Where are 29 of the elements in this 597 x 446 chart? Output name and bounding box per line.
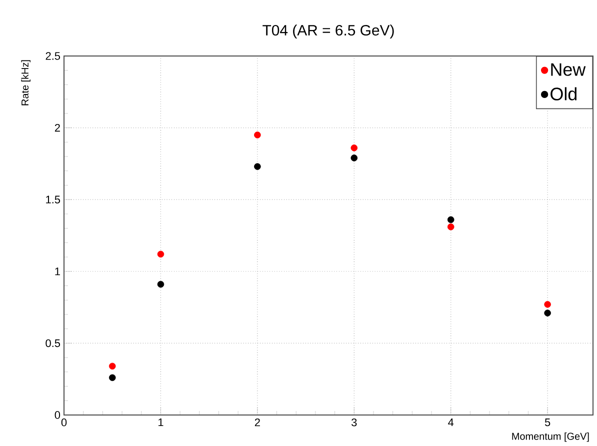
point: [350, 154, 358, 162]
point: [157, 280, 164, 288]
x-tick-label: 0: [61, 418, 67, 426]
y-tick-label: 1: [55, 268, 60, 276]
y-tick-label: 2: [54, 124, 60, 132]
point: [544, 310, 551, 316]
x-tick-label: 3: [352, 418, 357, 426]
point: [254, 163, 261, 170]
y-tick-label: 0.5: [46, 339, 60, 348]
x-tick-label: 1: [158, 418, 164, 426]
y-tick-label: 1.5: [46, 196, 60, 204]
x-tick-label: 5: [544, 418, 550, 426]
point: [447, 223, 454, 230]
y-tick-label: 0: [54, 411, 60, 419]
legend-label: Old: [550, 87, 576, 100]
x-axis-title: Momentum [GeV]: [512, 432, 589, 442]
y-axis-title: Rate [kHz]: [21, 60, 30, 106]
x-tick-label: 2: [254, 418, 260, 426]
x-tick-label: 4: [448, 418, 454, 426]
point: [544, 301, 551, 308]
legend-label: New: [551, 63, 586, 76]
point: [254, 132, 261, 138]
point: [157, 250, 164, 258]
y-tick-label: 2.5: [46, 52, 60, 60]
point: [447, 216, 454, 224]
chart-title: T04 (AR = 6.5 GeV): [262, 24, 394, 38]
point: [108, 374, 116, 382]
point: [350, 144, 358, 152]
point: [108, 362, 116, 370]
